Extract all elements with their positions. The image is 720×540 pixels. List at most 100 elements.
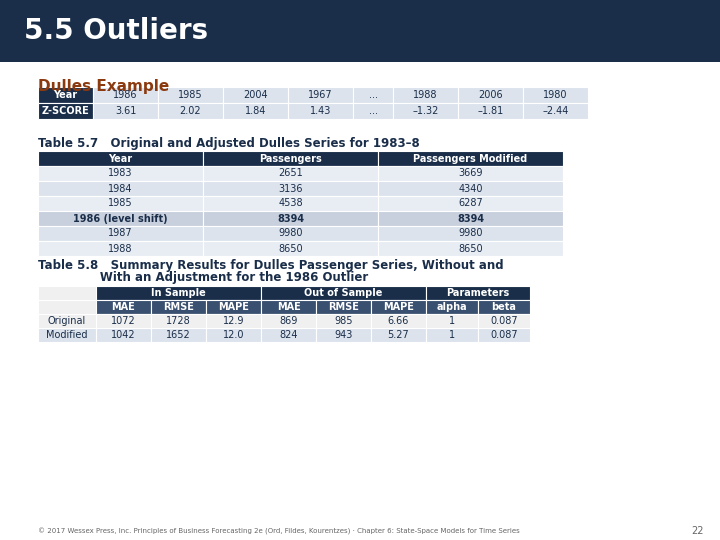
Bar (96, 314, 151, 328)
Text: Modified: Modified (46, 330, 88, 340)
Text: 5.27: 5.27 (387, 330, 410, 340)
Bar (206, 328, 261, 342)
Bar (261, 286, 426, 300)
Text: In Sample: In Sample (151, 288, 206, 298)
Bar (378, 151, 563, 166)
Text: 1986: 1986 (113, 90, 138, 100)
Bar (38, 300, 96, 314)
Bar (523, 103, 588, 119)
Bar (203, 241, 378, 256)
Text: 1.84: 1.84 (245, 106, 266, 116)
Bar (38, 328, 96, 342)
Bar (203, 166, 378, 181)
Bar (203, 211, 378, 226)
Bar (378, 166, 563, 181)
Text: 1983: 1983 (108, 168, 132, 179)
Bar (38, 211, 203, 226)
Text: Dulles Example: Dulles Example (38, 79, 169, 94)
Bar (261, 300, 316, 314)
Bar (378, 241, 563, 256)
Bar (151, 314, 206, 328)
Text: 1987: 1987 (108, 228, 132, 239)
Text: alpha: alpha (437, 302, 467, 312)
Bar (38, 241, 203, 256)
Text: 1980: 1980 (544, 90, 568, 100)
Text: 2.02: 2.02 (180, 106, 202, 116)
Bar (261, 314, 316, 328)
Bar (458, 87, 523, 103)
Bar (223, 103, 288, 119)
Text: 1: 1 (449, 316, 455, 326)
Text: 1986 (level shift): 1986 (level shift) (73, 213, 168, 224)
Text: MAE: MAE (112, 302, 135, 312)
Bar (371, 300, 426, 314)
Text: 1.43: 1.43 (310, 106, 331, 116)
Text: 8394: 8394 (277, 213, 304, 224)
Text: 3136: 3136 (278, 184, 302, 193)
Text: beta: beta (492, 302, 516, 312)
Text: 1072: 1072 (111, 316, 136, 326)
Text: Table 5.8   Summary Results for Dulles Passenger Series, Without and: Table 5.8 Summary Results for Dulles Pas… (38, 260, 503, 273)
Text: –1.81: –1.81 (477, 106, 503, 116)
Bar (288, 103, 353, 119)
Bar (288, 87, 353, 103)
Bar (426, 328, 478, 342)
Text: 1985: 1985 (178, 90, 203, 100)
Bar (371, 328, 426, 342)
Text: MAPE: MAPE (383, 302, 414, 312)
Text: 3669: 3669 (458, 168, 482, 179)
Bar (393, 103, 458, 119)
Bar (38, 166, 203, 181)
Text: 12.0: 12.0 (222, 330, 244, 340)
Text: Z-SCORE: Z-SCORE (42, 106, 89, 116)
Text: MAPE: MAPE (218, 302, 249, 312)
Text: ...: ... (369, 90, 377, 100)
Text: MAE: MAE (276, 302, 300, 312)
Bar (203, 181, 378, 196)
Bar (38, 103, 93, 119)
Bar (223, 87, 288, 103)
Bar (158, 87, 223, 103)
Text: 4538: 4538 (278, 199, 303, 208)
Text: 6287: 6287 (458, 199, 483, 208)
Text: –1.32: –1.32 (413, 106, 438, 116)
Bar (206, 314, 261, 328)
Text: With an Adjustment for the 1986 Outlier: With an Adjustment for the 1986 Outlier (38, 272, 368, 285)
Text: 8394: 8394 (457, 213, 484, 224)
Text: 0.087: 0.087 (490, 316, 518, 326)
Text: 9980: 9980 (278, 228, 302, 239)
Bar (96, 328, 151, 342)
Text: RMSE: RMSE (328, 302, 359, 312)
Bar (38, 87, 93, 103)
Text: 22: 22 (692, 526, 704, 536)
Text: 5.5 Outliers: 5.5 Outliers (24, 17, 208, 45)
Text: 824: 824 (279, 330, 298, 340)
Bar (316, 314, 371, 328)
Text: 8650: 8650 (458, 244, 483, 253)
Text: 8650: 8650 (278, 244, 303, 253)
Text: 1967: 1967 (308, 90, 333, 100)
Bar (38, 151, 203, 166)
Text: Out of Sample: Out of Sample (305, 288, 383, 298)
Text: Passengers: Passengers (259, 153, 322, 164)
Bar (478, 328, 530, 342)
Text: 1984: 1984 (108, 184, 132, 193)
Bar (0, 0, 720, 62)
Bar (393, 87, 458, 103)
Text: 943: 943 (334, 330, 353, 340)
Text: 6.66: 6.66 (388, 316, 409, 326)
Bar (93, 87, 158, 103)
Bar (371, 314, 426, 328)
Text: 4340: 4340 (458, 184, 482, 193)
Text: Year: Year (53, 90, 78, 100)
Bar (38, 286, 96, 300)
Bar (378, 181, 563, 196)
Text: Table 5.7   Original and Adjusted Dulles Series for 1983–8: Table 5.7 Original and Adjusted Dulles S… (38, 137, 420, 150)
Text: 2006: 2006 (478, 90, 503, 100)
Bar (38, 226, 203, 241)
Text: 0.087: 0.087 (490, 330, 518, 340)
Bar (96, 300, 151, 314)
Text: RMSE: RMSE (163, 302, 194, 312)
Bar (151, 328, 206, 342)
Bar (523, 87, 588, 103)
